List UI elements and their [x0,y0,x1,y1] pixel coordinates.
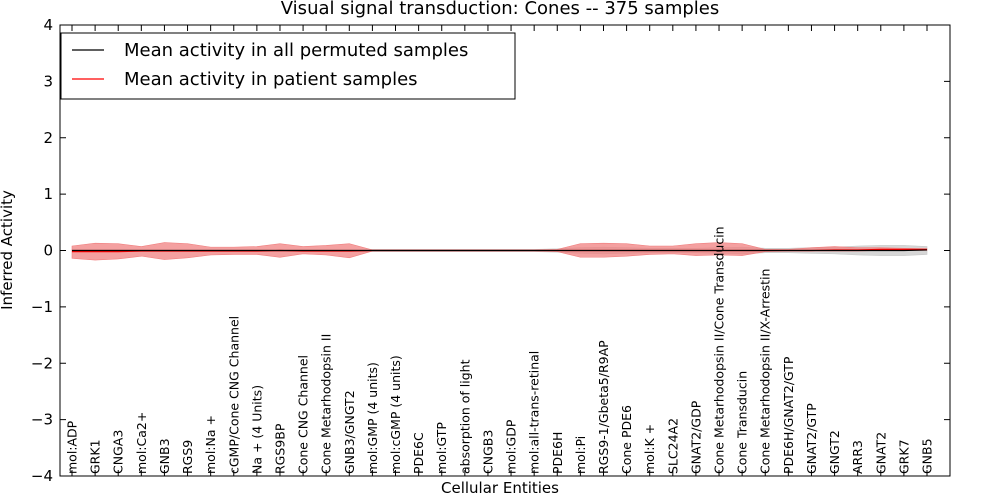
x-category-label: PDE6H/GNAT2/GTP [781,356,796,474]
x-category-label: RGS9BP [272,423,287,474]
x-axis-title: Cellular Entities [441,479,559,497]
y-axis-title: Inferred Activity [0,190,16,310]
x-category-label: mol:cGMP (4 units) [388,355,403,474]
x-category-label: cGMP/Cone CNG Channel [226,316,241,474]
y-tick-label: −4 [31,467,53,485]
y-tick-label: 3 [43,72,53,90]
x-category-label: GNAT2/GDP [688,400,703,474]
x-category-label: Cone CNG Channel [296,355,311,474]
x-category-label: absorption of light [457,359,472,474]
x-category-label: Cone Transducin [735,371,750,474]
x-category-label: Cone PDE6 [619,405,634,474]
x-category-label: ARR3 [850,440,865,474]
x-category-label: mol:Ca2+ [134,412,149,474]
x-category-label: GNAT2 [873,432,888,474]
x-category-label: GNB5 [920,438,935,474]
legend-label-permuted: Mean activity in all permuted samples [124,40,468,61]
y-tick-label: −2 [31,354,53,372]
y-axis: −4 −3 −2 −1 0 1 2 3 4 [31,16,950,485]
x-category-label: GNAT2/GTP [804,403,819,474]
y-tick-label: −1 [31,298,53,316]
x-category-label: Cone Metarhodopsin II [319,334,334,474]
x-category-label: Cone Metarhodopsin II/X-Arrestin [758,269,773,474]
x-category-label: GNB3/GNGT2 [342,390,357,474]
x-category-label: mol:K + [642,424,657,474]
legend: Mean activity in all permuted samples Me… [60,32,516,100]
x-category-label: RGS9 [180,440,195,474]
x-category-label: mol:GTP [434,422,449,474]
x-category-label: PDE6C [411,432,426,474]
x-category-label: mol:all-trans-retinal [527,351,542,474]
x-category-label: mol:Pi [573,436,588,474]
x-category-label: GNGT2 [827,430,842,474]
x-category-label: mol:GMP (4 units) [365,362,380,474]
x-category-label: CNGA3 [111,430,126,474]
y-tick-label: 4 [43,16,53,34]
y-tick-label: −3 [31,411,53,429]
x-axis: mol:ADP GRK1 CNGA3 mol:Ca2+ GNB3 RGS9 mol:Na +… [65,25,935,476]
x-category-label: GNB3 [157,438,172,474]
y-tick-label: 2 [43,129,53,147]
y-tick-label: 1 [43,185,53,203]
x-category-label: mol:Na + [203,415,218,474]
x-category-label: Na + (4 Units) [249,385,264,474]
x-category-label: mol:GDP [504,419,519,474]
line-permuted [72,249,928,252]
x-category-label: GRK1 [88,439,103,474]
legend-label-patient: Mean activity in patient samples [124,69,418,90]
y-tick-label: 0 [43,242,53,260]
x-category-label: CNGB3 [480,430,495,474]
x-category-label: SLC24A2 [665,418,680,474]
x-category-label: PDE6H [550,432,565,474]
series-lines [72,248,928,253]
x-category-label: Cone Metarhodopsin II/Cone Transducin [712,226,727,474]
x-category-label: mol:ADP [65,420,80,474]
x-category-label: RGS9-1/Gbeta5/R9AP [596,340,611,474]
chart-title: Visual signal transduction: Cones -- 375… [281,0,719,19]
x-category-label: GRK7 [896,439,911,474]
legend-box [60,32,516,100]
